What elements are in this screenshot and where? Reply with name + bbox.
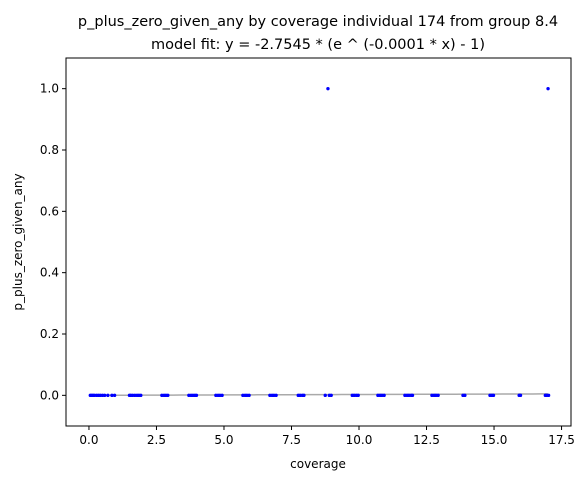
y-tick-label: 0.8 (40, 143, 59, 157)
data-point (326, 86, 330, 91)
data-point (247, 393, 251, 398)
y-tick-label: 0.2 (40, 327, 59, 341)
y-axis-label: p_plus_zero_given_any (11, 173, 25, 310)
plot-area (88, 86, 551, 398)
x-tick-label: 10.0 (346, 433, 373, 447)
data-point (410, 393, 415, 398)
data-point (106, 393, 110, 398)
x-axis-label: coverage (290, 457, 346, 471)
data-point (139, 393, 143, 398)
x-axis-ticks: 0.0 2.5 5.0 7.5 10.0 12.5 15.0 17.5 (79, 426, 575, 447)
data-point (436, 393, 440, 398)
data-point (102, 393, 107, 398)
y-axis-ticks: 0.0 0.2 0.4 0.6 0.8 1.0 (40, 82, 66, 402)
data-point (302, 393, 306, 398)
data-point (546, 86, 550, 91)
x-tick-label: 12.5 (413, 433, 440, 447)
x-tick-label: 0.0 (79, 433, 98, 447)
data-point (329, 393, 333, 398)
data-point (356, 393, 360, 398)
data-point (546, 393, 551, 398)
fit-line (88, 393, 549, 397)
x-tick-label: 2.5 (147, 433, 166, 447)
data-point (110, 393, 114, 398)
y-tick-label: 0.0 (40, 388, 59, 402)
data-point (463, 393, 467, 398)
y-tick-label: 1.0 (40, 82, 59, 96)
x-tick-label: 5.0 (214, 433, 233, 447)
y-tick-label: 0.6 (40, 204, 59, 218)
data-point (518, 393, 523, 398)
data-point (382, 393, 386, 398)
chart-title: p_plus_zero_given_any by coverage indivi… (78, 14, 558, 30)
data-point (491, 393, 496, 398)
data-point (274, 393, 278, 398)
chart-subtitle: model fit: y = -2.7545 * (e ^ (-0.0001 *… (151, 37, 485, 53)
data-point (166, 393, 170, 398)
data-point (220, 393, 224, 398)
data-point (194, 393, 199, 398)
data-point (323, 393, 327, 398)
x-tick-label: 17.5 (548, 433, 575, 447)
y-tick-label: 0.4 (40, 266, 59, 280)
data-point (112, 393, 117, 398)
axes-frame (65, 57, 572, 427)
x-tick-label: 7.5 (282, 433, 301, 447)
x-tick-label: 15.0 (481, 433, 508, 447)
